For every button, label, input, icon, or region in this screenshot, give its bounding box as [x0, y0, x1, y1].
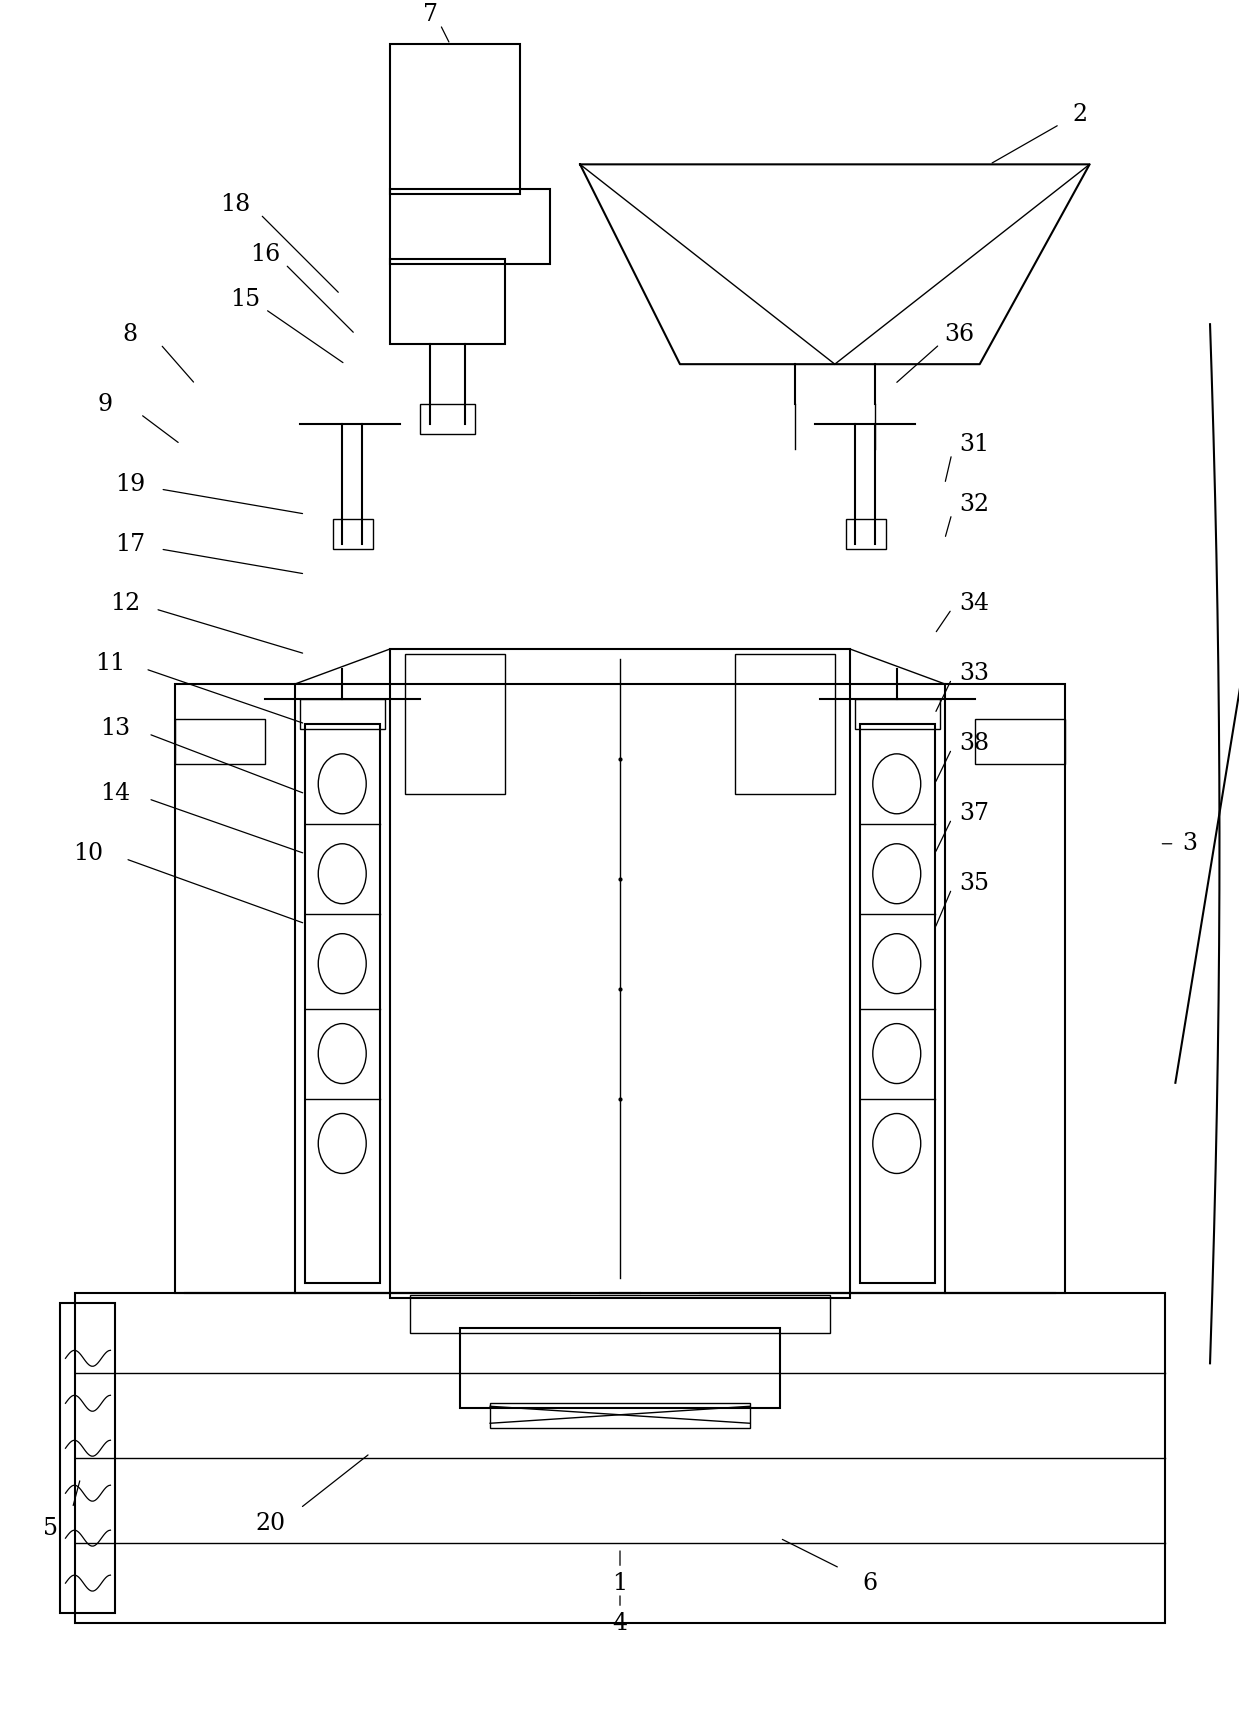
- Bar: [175, 718, 265, 763]
- Text: 9: 9: [98, 393, 113, 415]
- Bar: [391, 45, 520, 195]
- Ellipse shape: [319, 1023, 366, 1084]
- Text: 10: 10: [73, 843, 103, 865]
- Bar: [420, 405, 475, 434]
- Text: 15: 15: [231, 288, 260, 310]
- Ellipse shape: [319, 844, 366, 903]
- Text: 11: 11: [95, 653, 125, 675]
- Text: 6: 6: [862, 1571, 878, 1594]
- Text: 12: 12: [110, 593, 140, 615]
- Bar: [975, 718, 1065, 763]
- Text: 3: 3: [1182, 832, 1197, 855]
- Text: 32: 32: [960, 493, 990, 515]
- Bar: [391, 650, 849, 1299]
- Text: 1: 1: [613, 1571, 627, 1594]
- Text: 18: 18: [221, 193, 250, 215]
- Bar: [61, 1303, 115, 1613]
- Text: 37: 37: [960, 803, 990, 825]
- Bar: [334, 519, 373, 550]
- Bar: [460, 1328, 780, 1408]
- Ellipse shape: [319, 755, 366, 813]
- Text: 5: 5: [43, 1516, 58, 1540]
- Bar: [410, 1296, 830, 1334]
- Text: 2: 2: [1073, 103, 1087, 126]
- Bar: [175, 684, 295, 1294]
- Text: 33: 33: [960, 662, 990, 686]
- Text: 8: 8: [123, 322, 138, 346]
- Ellipse shape: [873, 755, 921, 813]
- Bar: [391, 258, 505, 345]
- Bar: [76, 1294, 1164, 1623]
- Ellipse shape: [873, 1113, 921, 1173]
- Text: 31: 31: [960, 432, 990, 455]
- Bar: [305, 724, 381, 1284]
- Bar: [300, 700, 386, 729]
- Text: 36: 36: [945, 322, 975, 346]
- Text: 17: 17: [115, 532, 145, 555]
- Bar: [945, 684, 1065, 1294]
- Bar: [490, 1403, 750, 1428]
- Text: 34: 34: [960, 593, 990, 615]
- Text: 16: 16: [250, 243, 280, 265]
- Ellipse shape: [319, 1113, 366, 1173]
- Text: 13: 13: [100, 717, 130, 741]
- Bar: [735, 655, 835, 794]
- Bar: [405, 655, 505, 794]
- Text: 38: 38: [960, 732, 990, 755]
- Text: 7: 7: [423, 3, 438, 26]
- Text: 35: 35: [960, 872, 990, 896]
- Text: 4: 4: [613, 1611, 627, 1635]
- Text: 14: 14: [100, 782, 130, 805]
- Bar: [391, 190, 551, 264]
- Ellipse shape: [873, 1023, 921, 1084]
- Bar: [859, 724, 935, 1284]
- Ellipse shape: [319, 934, 366, 994]
- Ellipse shape: [873, 934, 921, 994]
- Bar: [846, 519, 885, 550]
- Text: 20: 20: [255, 1511, 285, 1535]
- Text: 19: 19: [115, 472, 145, 496]
- Bar: [854, 700, 940, 729]
- Ellipse shape: [873, 844, 921, 903]
